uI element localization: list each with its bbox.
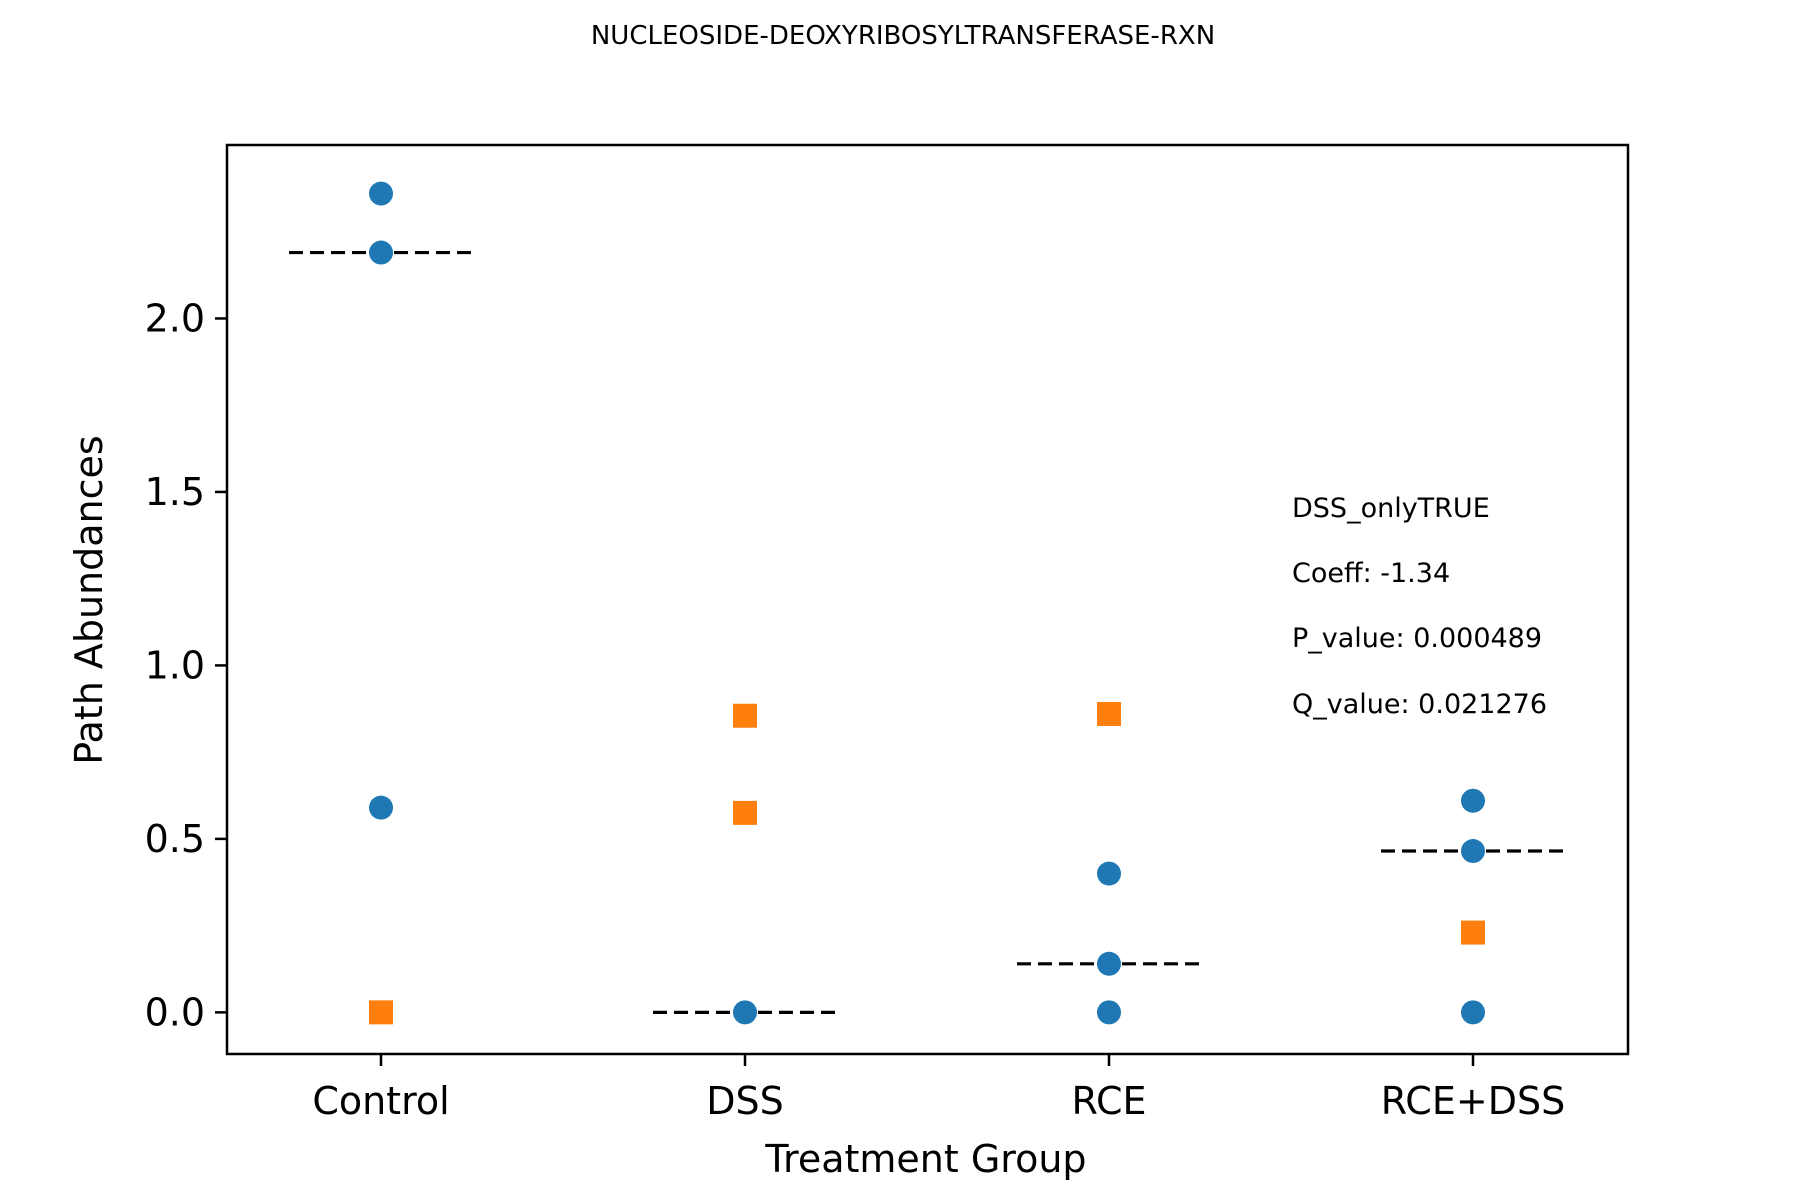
x-tick-label: Control	[312, 1079, 449, 1123]
y-tick-label: 2.0	[145, 296, 205, 340]
annotation-coeff: Coeff: -1.34	[1292, 558, 1450, 589]
data-point-square	[1461, 920, 1485, 945]
data-point-square	[733, 800, 757, 825]
data-point-square	[369, 1000, 393, 1025]
y-tick-label: 0.0	[145, 990, 205, 1034]
annotation-p-value: P_value: 0.000489	[1292, 623, 1542, 654]
x-tick-label: RCE+DSS	[1381, 1079, 1565, 1123]
data-point-circle	[1097, 1000, 1121, 1025]
annotation-label: DSS_onlyTRUE	[1292, 493, 1490, 524]
data-point-circle	[1461, 788, 1485, 813]
data-point-circle	[1461, 839, 1485, 864]
data-point-circle	[369, 240, 393, 265]
y-axis-title: Path Abundances	[67, 435, 111, 764]
x-axis-title: Treatment Group	[764, 1137, 1086, 1181]
plot-area: 0.0 0.5 1.0 1.5 2.0 Control DSS RCE RCE+DSS	[145, 143, 1630, 1123]
annotation-q-value: Q_value: 0.021276	[1292, 689, 1547, 720]
data-point-circle	[1097, 861, 1121, 886]
data-point-circle	[1461, 1000, 1485, 1025]
data-point-square	[733, 703, 757, 728]
x-tick-label: DSS	[706, 1079, 784, 1123]
data-point-circle	[1097, 951, 1121, 976]
plot-frame	[225, 143, 1630, 1056]
y-tick-label: 1.0	[145, 643, 205, 687]
data-point-circle	[369, 181, 393, 206]
data-point-square	[1097, 701, 1121, 726]
y-tick-label: 0.5	[145, 817, 205, 861]
chart-title: NUCLEOSIDE-DEOXYRIBOSYLTRANSFERASE-RXN	[591, 21, 1215, 51]
data-point-circle	[369, 795, 393, 820]
data-point-circle	[733, 1000, 757, 1025]
y-tick-label: 1.5	[145, 470, 205, 514]
x-tick-label: RCE	[1071, 1079, 1146, 1123]
